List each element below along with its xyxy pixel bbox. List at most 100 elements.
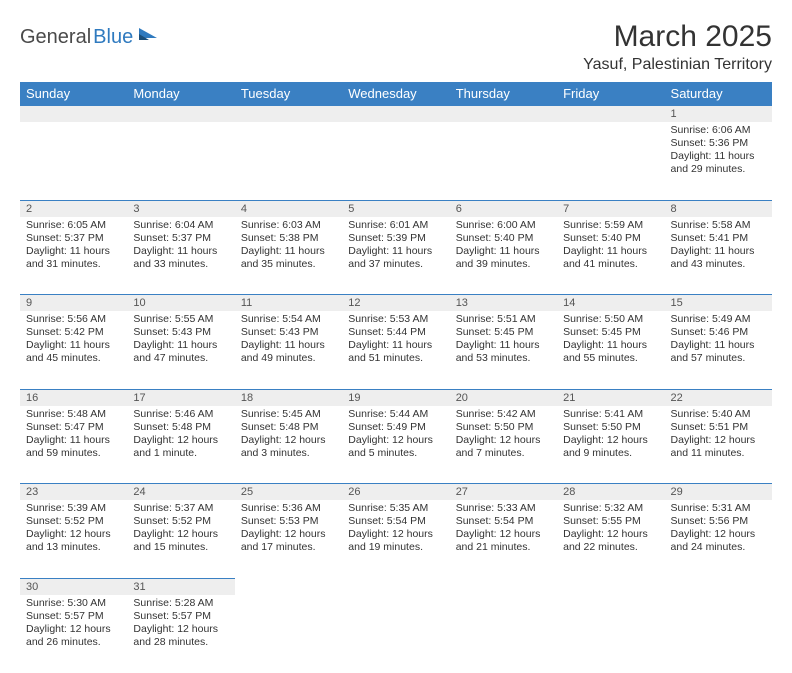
logo-text-blue: Blue xyxy=(93,26,133,49)
day-number-cell: 7 xyxy=(557,200,664,217)
day-number-cell xyxy=(665,578,772,595)
day-details: Sunrise: 5:39 AMSunset: 5:52 PMDaylight:… xyxy=(20,500,127,559)
day-body-cell: Sunrise: 5:53 AMSunset: 5:44 PMDaylight:… xyxy=(342,311,449,389)
day-details: Sunrise: 5:55 AMSunset: 5:43 PMDaylight:… xyxy=(127,311,234,370)
day-body-cell: Sunrise: 5:41 AMSunset: 5:50 PMDaylight:… xyxy=(557,406,664,484)
day-details: Sunrise: 5:32 AMSunset: 5:55 PMDaylight:… xyxy=(557,500,664,559)
day-number: 29 xyxy=(665,484,772,500)
calendar-week-row: Sunrise: 5:56 AMSunset: 5:42 PMDaylight:… xyxy=(20,311,772,389)
day-body-cell: Sunrise: 5:36 AMSunset: 5:53 PMDaylight:… xyxy=(235,500,342,578)
day-number-cell: 13 xyxy=(450,295,557,312)
day-number-cell: 14 xyxy=(557,295,664,312)
weekday-header: Wednesday xyxy=(342,82,449,106)
day-details: Sunrise: 6:00 AMSunset: 5:40 PMDaylight:… xyxy=(450,217,557,276)
day-body-cell: Sunrise: 5:54 AMSunset: 5:43 PMDaylight:… xyxy=(235,311,342,389)
calendar-week-row: Sunrise: 5:39 AMSunset: 5:52 PMDaylight:… xyxy=(20,500,772,578)
day-body-cell xyxy=(20,122,127,200)
day-body-cell: Sunrise: 5:44 AMSunset: 5:49 PMDaylight:… xyxy=(342,406,449,484)
day-number: 16 xyxy=(20,390,127,406)
day-number-cell: 27 xyxy=(450,484,557,501)
month-title: March 2025 xyxy=(583,20,772,54)
day-details: Sunrise: 5:31 AMSunset: 5:56 PMDaylight:… xyxy=(665,500,772,559)
day-details: Sunrise: 6:01 AMSunset: 5:39 PMDaylight:… xyxy=(342,217,449,276)
day-details: Sunrise: 5:41 AMSunset: 5:50 PMDaylight:… xyxy=(557,406,664,465)
day-body-cell: Sunrise: 5:42 AMSunset: 5:50 PMDaylight:… xyxy=(450,406,557,484)
day-number: 21 xyxy=(557,390,664,406)
day-details: Sunrise: 6:04 AMSunset: 5:37 PMDaylight:… xyxy=(127,217,234,276)
day-body-cell: Sunrise: 5:55 AMSunset: 5:43 PMDaylight:… xyxy=(127,311,234,389)
day-body-cell xyxy=(342,122,449,200)
day-number: 19 xyxy=(342,390,449,406)
day-body-cell: Sunrise: 5:49 AMSunset: 5:46 PMDaylight:… xyxy=(665,311,772,389)
day-body-cell: Sunrise: 5:35 AMSunset: 5:54 PMDaylight:… xyxy=(342,500,449,578)
day-body-cell: Sunrise: 6:04 AMSunset: 5:37 PMDaylight:… xyxy=(127,217,234,295)
day-body-cell: Sunrise: 5:31 AMSunset: 5:56 PMDaylight:… xyxy=(665,500,772,578)
day-details: Sunrise: 5:45 AMSunset: 5:48 PMDaylight:… xyxy=(235,406,342,465)
day-number: 24 xyxy=(127,484,234,500)
day-number-cell: 9 xyxy=(20,295,127,312)
day-number-cell: 28 xyxy=(557,484,664,501)
day-body-cell: Sunrise: 6:03 AMSunset: 5:38 PMDaylight:… xyxy=(235,217,342,295)
day-number-cell: 6 xyxy=(450,200,557,217)
day-body-cell: Sunrise: 6:01 AMSunset: 5:39 PMDaylight:… xyxy=(342,217,449,295)
day-number-cell: 11 xyxy=(235,295,342,312)
day-details: Sunrise: 5:50 AMSunset: 5:45 PMDaylight:… xyxy=(557,311,664,370)
day-body-cell: Sunrise: 5:39 AMSunset: 5:52 PMDaylight:… xyxy=(20,500,127,578)
weekday-header: Monday xyxy=(127,82,234,106)
day-number-cell xyxy=(235,106,342,123)
day-details: Sunrise: 5:54 AMSunset: 5:43 PMDaylight:… xyxy=(235,311,342,370)
day-number-cell xyxy=(342,578,449,595)
day-number-cell: 5 xyxy=(342,200,449,217)
day-details: Sunrise: 5:42 AMSunset: 5:50 PMDaylight:… xyxy=(450,406,557,465)
day-body-cell: Sunrise: 5:56 AMSunset: 5:42 PMDaylight:… xyxy=(20,311,127,389)
day-number-cell: 26 xyxy=(342,484,449,501)
day-body-cell: Sunrise: 5:58 AMSunset: 5:41 PMDaylight:… xyxy=(665,217,772,295)
day-number-cell: 17 xyxy=(127,389,234,406)
day-number: 14 xyxy=(557,295,664,311)
day-details: Sunrise: 5:30 AMSunset: 5:57 PMDaylight:… xyxy=(20,595,127,654)
day-details: Sunrise: 5:56 AMSunset: 5:42 PMDaylight:… xyxy=(20,311,127,370)
day-number: 10 xyxy=(127,295,234,311)
day-number-cell: 10 xyxy=(127,295,234,312)
day-number: 3 xyxy=(127,201,234,217)
day-body-cell: Sunrise: 5:28 AMSunset: 5:57 PMDaylight:… xyxy=(127,595,234,673)
day-details: Sunrise: 5:46 AMSunset: 5:48 PMDaylight:… xyxy=(127,406,234,465)
day-details: Sunrise: 6:06 AMSunset: 5:36 PMDaylight:… xyxy=(665,122,772,181)
day-body-cell: Sunrise: 5:59 AMSunset: 5:40 PMDaylight:… xyxy=(557,217,664,295)
day-body-cell: Sunrise: 6:06 AMSunset: 5:36 PMDaylight:… xyxy=(665,122,772,200)
day-number: 28 xyxy=(557,484,664,500)
day-body-cell xyxy=(342,595,449,673)
day-number-cell: 15 xyxy=(665,295,772,312)
day-body-cell: Sunrise: 5:48 AMSunset: 5:47 PMDaylight:… xyxy=(20,406,127,484)
day-number-cell: 4 xyxy=(235,200,342,217)
weekday-header: Saturday xyxy=(665,82,772,106)
location: Yasuf, Palestinian Territory xyxy=(583,56,772,74)
day-number-cell: 29 xyxy=(665,484,772,501)
day-number-cell: 21 xyxy=(557,389,664,406)
day-number-cell: 3 xyxy=(127,200,234,217)
day-details: Sunrise: 5:49 AMSunset: 5:46 PMDaylight:… xyxy=(665,311,772,370)
day-number-cell: 19 xyxy=(342,389,449,406)
day-details: Sunrise: 5:40 AMSunset: 5:51 PMDaylight:… xyxy=(665,406,772,465)
day-number: 31 xyxy=(127,579,234,595)
day-number: 22 xyxy=(665,390,772,406)
day-number: 12 xyxy=(342,295,449,311)
day-number-cell xyxy=(557,106,664,123)
calendar-week-row: Sunrise: 5:48 AMSunset: 5:47 PMDaylight:… xyxy=(20,406,772,484)
day-body-cell: Sunrise: 5:37 AMSunset: 5:52 PMDaylight:… xyxy=(127,500,234,578)
title-block: March 2025 Yasuf, Palestinian Territory xyxy=(583,20,772,74)
day-number-cell: 12 xyxy=(342,295,449,312)
day-number-cell: 16 xyxy=(20,389,127,406)
day-details: Sunrise: 6:03 AMSunset: 5:38 PMDaylight:… xyxy=(235,217,342,276)
weekday-header: Thursday xyxy=(450,82,557,106)
day-body-cell xyxy=(557,595,664,673)
day-number-cell xyxy=(235,578,342,595)
day-number: 5 xyxy=(342,201,449,217)
day-number: 30 xyxy=(20,579,127,595)
day-number-cell: 2 xyxy=(20,200,127,217)
day-number-cell xyxy=(450,578,557,595)
day-number: 9 xyxy=(20,295,127,311)
day-number: 18 xyxy=(235,390,342,406)
day-details: Sunrise: 5:48 AMSunset: 5:47 PMDaylight:… xyxy=(20,406,127,465)
daynum-row: 2345678 xyxy=(20,200,772,217)
